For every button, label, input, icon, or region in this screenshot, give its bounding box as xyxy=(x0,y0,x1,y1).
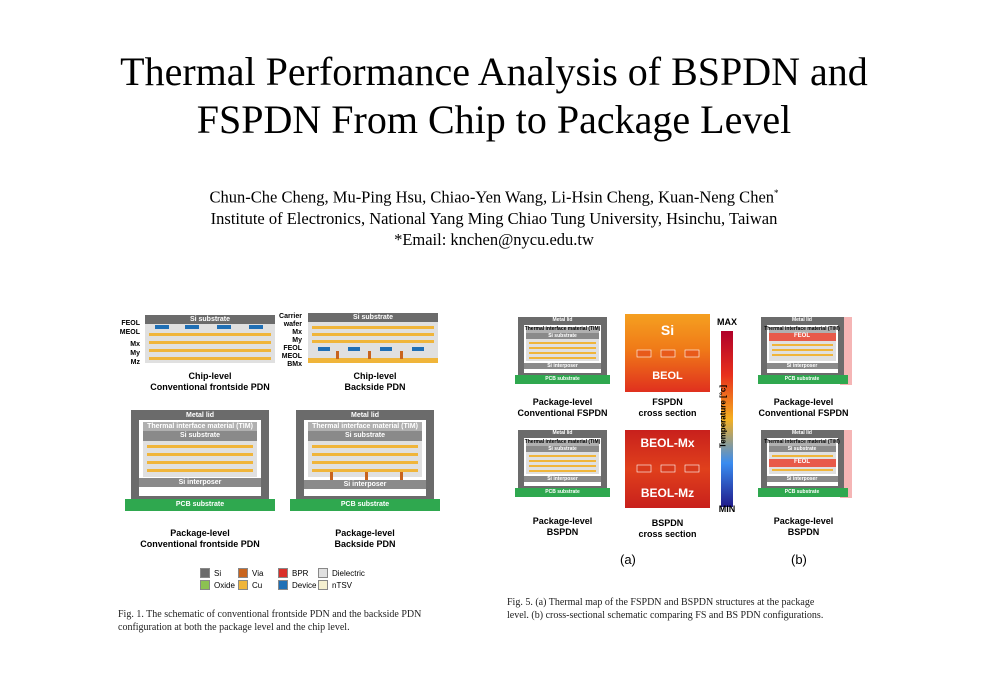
subfigure-b-label: (b) xyxy=(791,552,807,567)
legend-swatch xyxy=(278,580,288,590)
author-list: Chun-Che Cheng, Mu-Ping Hsu, Chiao-Yen W… xyxy=(209,187,779,207)
fig5-bs-cross: BEOL-Mx BEOL-Mz BSPDN cross section xyxy=(625,430,710,545)
legend-swatch xyxy=(238,580,248,590)
legend-item: Via xyxy=(238,568,263,578)
pkg-fs-diagram: Metal lid Thermal interface material (TI… xyxy=(125,410,275,550)
fig1-legend: Si Via BPR Dielectric Oxide Cu Device nT… xyxy=(200,568,400,592)
legend-item: Si xyxy=(200,568,221,578)
legend-item: nTSV xyxy=(318,580,352,590)
affiliation: Institute of Electronics, National Yang … xyxy=(210,208,778,228)
email: *Email: knchen@nycu.edu.tw xyxy=(394,229,594,249)
colorbar-gradient xyxy=(721,331,733,507)
corresponding-mark: * xyxy=(774,188,779,198)
legend-swatch xyxy=(238,568,248,578)
figure-1-caption: Fig. 1. The schematic of conventional fr… xyxy=(118,609,422,633)
pkg-bs-diagram: Metal lid Thermal interface material (TI… xyxy=(290,410,440,550)
chip-fs-stack xyxy=(145,315,275,363)
figure-5-caption: Fig. 5. (a) Thermal map of the FSPDN and… xyxy=(507,597,824,621)
legend-swatch xyxy=(200,568,210,578)
author-block: Chun-Che Cheng, Mu-Ping Hsu, Chiao-Yen W… xyxy=(0,183,988,250)
title-line-2: FSPDN From Chip to Package Level xyxy=(196,97,792,142)
fig5-fs-cross: Si BEOL FSPDN cross section xyxy=(625,314,710,429)
legend-item: Device xyxy=(278,580,316,590)
fig5-pkg-fs: Metal lid Thermal interface material (TI… xyxy=(515,317,610,427)
legend-swatch xyxy=(318,568,328,578)
legend-item: Dielectric xyxy=(318,568,365,578)
legend-swatch xyxy=(200,580,210,590)
legend-swatch xyxy=(278,568,288,578)
fig5-right-bs: Metal lid Thermal interface material (TI… xyxy=(758,430,858,540)
temperature-colorbar: MAX MIN Temperature [°c] xyxy=(717,317,737,514)
chip-bs-diagram: Carrier wafer Mx My FEOL MEOL BMx Si substrat… xyxy=(270,305,470,392)
title-line-1: Thermal Performance Analysis of BSPDN an… xyxy=(120,49,868,94)
legend-item: BPR xyxy=(278,568,308,578)
figure-1: FEOL MEOL Mx My Mz Si substrate Chip-level C… xyxy=(110,305,470,605)
subfigure-a-label: (a) xyxy=(620,552,636,567)
chip-fs-diagram: FEOL MEOL Mx My Mz Si substrate Chip-level C… xyxy=(110,305,290,392)
figure-5: Metal lid Thermal interface material (TI… xyxy=(510,312,860,572)
legend-item: Oxide xyxy=(200,580,235,590)
fig5-pkg-bs: Metal lid Thermal interface material (TI… xyxy=(515,430,610,540)
fig5-right-fs: Metal lid Thermal interface material (TI… xyxy=(758,317,858,427)
pkg-bs-stack xyxy=(290,410,440,511)
legend-swatch xyxy=(318,580,328,590)
chip-bs-stack xyxy=(308,313,438,363)
pkg-fs-stack xyxy=(125,410,275,511)
paper-title: Thermal Performance Analysis of BSPDN an… xyxy=(0,48,988,144)
legend-item: Cu xyxy=(238,580,262,590)
